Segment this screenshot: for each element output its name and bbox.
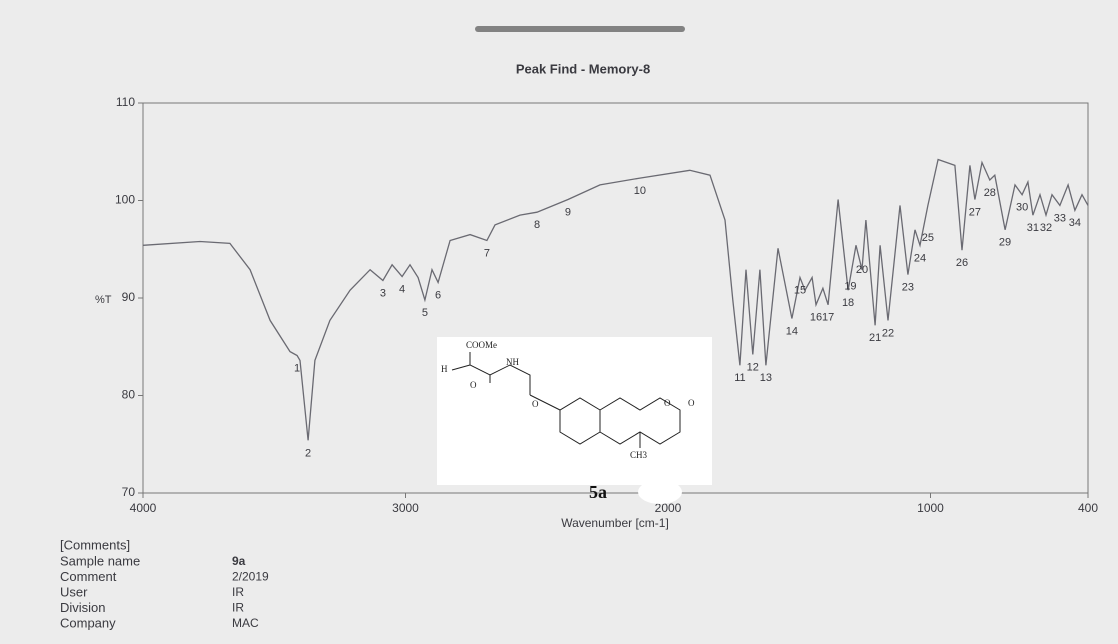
peak-label: 32 (1040, 222, 1052, 234)
atom-label: NH (506, 357, 519, 367)
peak-label: 30 (1016, 202, 1028, 214)
peak-label: 14 (786, 325, 798, 337)
peak-label: 26 (956, 257, 968, 269)
peak-label: 13 (760, 372, 772, 384)
x-tick-label: 2000 (655, 501, 682, 515)
peak-label: 6 (435, 289, 441, 301)
peak-label: 20 (856, 264, 868, 276)
comment-value: IR (232, 601, 244, 615)
structure-caption: 5a (589, 482, 607, 502)
photo-artifact (638, 480, 682, 504)
peak-label: 27 (969, 206, 981, 218)
peak-label: 25 (922, 232, 934, 244)
peak-label: 34 (1069, 217, 1081, 229)
peak-label: 8 (534, 219, 540, 231)
photo-artifact (475, 26, 685, 32)
peak-label: 10 (634, 185, 646, 197)
bond (451, 364, 471, 371)
atom-label: CH3 (630, 450, 648, 460)
ring (529, 394, 601, 445)
comment-value: MAC (232, 616, 259, 630)
peak-label: 31 (1027, 222, 1039, 234)
x-tick-label: 4000 (130, 501, 157, 515)
peak-label: 12 (747, 361, 759, 373)
peak-label: 15 (794, 284, 806, 296)
x-axis-label: Wavenumber [cm-1] (561, 516, 669, 530)
y-tick-label: 100 (115, 193, 135, 207)
peak-label: 4 (399, 283, 405, 295)
peak-label: 5 (422, 307, 428, 319)
comments: [Comments] Sample name 9a Comment 2/2019 Use… (60, 537, 269, 630)
y-axis-label: %T (95, 294, 112, 306)
peak-label: 1 (294, 362, 300, 374)
structure-bonds (451, 352, 681, 448)
comment-key: Sample name (60, 553, 140, 568)
peak-label: 7 (484, 247, 490, 259)
y-tick-label: 90 (122, 290, 136, 304)
peak-label: 33 (1054, 212, 1066, 224)
atom-label: O (470, 380, 477, 390)
comment-value: 9a (232, 554, 246, 568)
peak-label: 17 (822, 312, 834, 324)
peak-label: 19 (844, 281, 856, 293)
peak-label: 18 (842, 297, 854, 309)
comment-key: Company (60, 615, 116, 630)
y-tick-label: 70 (122, 485, 136, 499)
atom-label: COOMe (466, 340, 497, 350)
x-tick-label: 400 (1078, 501, 1098, 515)
peak-label: 22 (882, 327, 894, 339)
comment-key: Comment (60, 569, 117, 584)
comment-key: Division (60, 600, 106, 615)
peak-label: 11 (734, 372, 745, 384)
x-tick-label: 3000 (392, 501, 419, 515)
x-tick-label: 1000 (917, 501, 944, 515)
atom-label: H (441, 364, 448, 374)
ring (599, 397, 681, 445)
peak-label: 21 (869, 332, 881, 344)
peak-label: 9 (565, 206, 571, 218)
peak-label: 16 (810, 312, 822, 324)
comment-value: 2/2019 (232, 570, 269, 584)
peak-label: 28 (984, 187, 996, 199)
peak-label: 29 (999, 237, 1011, 249)
structure: COOMe H NH O O O O CH3 5a (437, 337, 712, 504)
peak-label: 3 (380, 287, 386, 299)
comment-key: User (60, 584, 88, 599)
comment-value: IR (232, 585, 244, 599)
peak-label: 2 (305, 447, 311, 459)
comments-heading: [Comments] (60, 537, 130, 552)
spectrum-line (142, 158, 1089, 441)
peak-label: 24 (914, 252, 926, 264)
structure-box (437, 337, 712, 485)
y-tick-label: 110 (116, 95, 135, 109)
chart-title: Peak Find - Memory-8 (516, 61, 650, 76)
atom-label: O (664, 398, 671, 408)
bond (469, 352, 531, 395)
peak-label: 23 (902, 282, 914, 294)
atom-label: O (688, 398, 695, 408)
atom-label: O (532, 399, 539, 409)
y-tick-label: 80 (122, 388, 136, 402)
